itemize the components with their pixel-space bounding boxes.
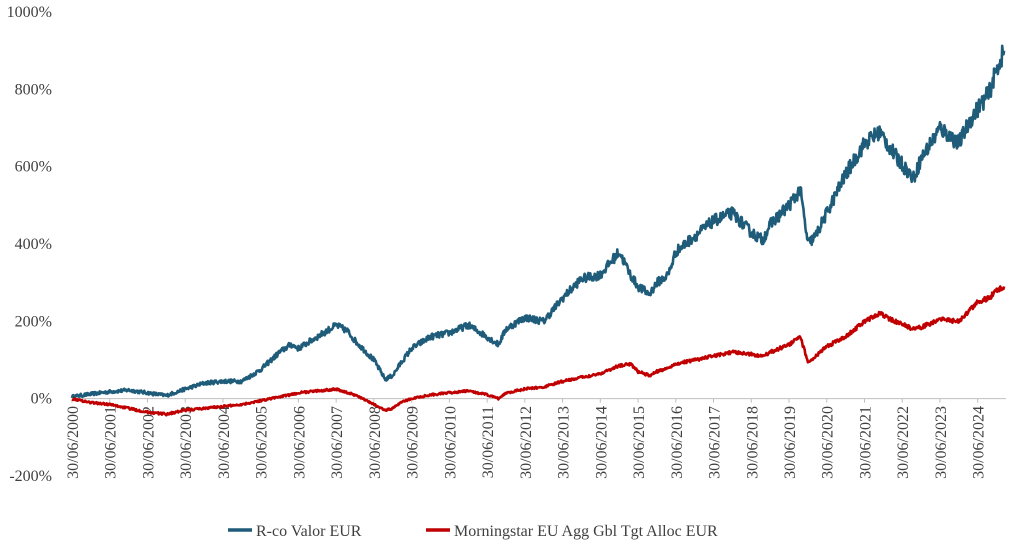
x-tick-label: 30/06/2017 xyxy=(707,406,724,479)
x-tick-label: 30/06/2014 xyxy=(593,406,610,479)
x-tick-label: 30/06/2018 xyxy=(744,406,761,479)
x-tick-label: 30/06/2003 xyxy=(178,406,195,479)
x-tick-label: 30/06/2024 xyxy=(971,406,988,479)
x-tick-label: 30/06/2010 xyxy=(442,406,459,479)
y-axis-ticks: -200% 0% 200% 400% 600% 800% 1000% xyxy=(7,4,52,485)
y-tick-label: 200% xyxy=(15,313,52,330)
x-tick-label: 30/06/2023 xyxy=(933,406,950,479)
legend-label-r-co-valor: R-co Valor EUR xyxy=(256,523,362,540)
x-tick-label: 30/06/2006 xyxy=(291,406,308,479)
y-tick-label: 0% xyxy=(31,391,52,408)
x-tick-label: 30/06/2022 xyxy=(895,406,912,479)
x-tick-label: 30/06/2002 xyxy=(140,406,157,479)
x-tick-label: 30/06/2020 xyxy=(820,406,837,479)
series-line-r-co-valor xyxy=(70,44,1006,400)
x-tick-label: 30/06/2011 xyxy=(480,406,497,478)
y-tick-label: 1000% xyxy=(7,4,52,21)
x-tick-label: 30/06/2009 xyxy=(405,406,422,479)
legend: R-co Valor EUR Morningstar EU Agg Gbl Tg… xyxy=(228,523,718,540)
x-tick-label: 30/06/2016 xyxy=(669,406,686,479)
y-tick-label: -200% xyxy=(9,468,52,485)
legend-label-morningstar: Morningstar EU Agg Gbl Tgt Alloc EUR xyxy=(454,523,718,540)
series-lines xyxy=(70,44,1006,417)
x-tick-label: 30/06/2004 xyxy=(216,406,233,479)
series-line-morningstar xyxy=(71,285,1006,417)
x-tick-label: 30/06/2000 xyxy=(65,406,82,479)
x-tick-label: 30/06/2012 xyxy=(518,406,535,479)
y-tick-label: 800% xyxy=(15,81,52,98)
x-tick-label: 30/06/2015 xyxy=(631,406,648,479)
x-tick-label: 30/06/2008 xyxy=(367,406,384,479)
x-axis-ticks: 30/06/2000 30/06/2001 30/06/2002 30/06/2003… xyxy=(65,398,988,479)
x-tick-label: 30/06/2001 xyxy=(103,406,120,479)
y-tick-label: 400% xyxy=(15,236,52,253)
x-tick-label: 30/06/2007 xyxy=(329,406,346,479)
y-tick-label: 600% xyxy=(15,159,52,176)
x-tick-label: 30/06/2013 xyxy=(556,406,573,479)
x-tick-label: 30/06/2019 xyxy=(782,406,799,479)
x-tick-label: 30/06/2005 xyxy=(254,406,271,479)
x-tick-label: 30/06/2021 xyxy=(857,406,874,479)
